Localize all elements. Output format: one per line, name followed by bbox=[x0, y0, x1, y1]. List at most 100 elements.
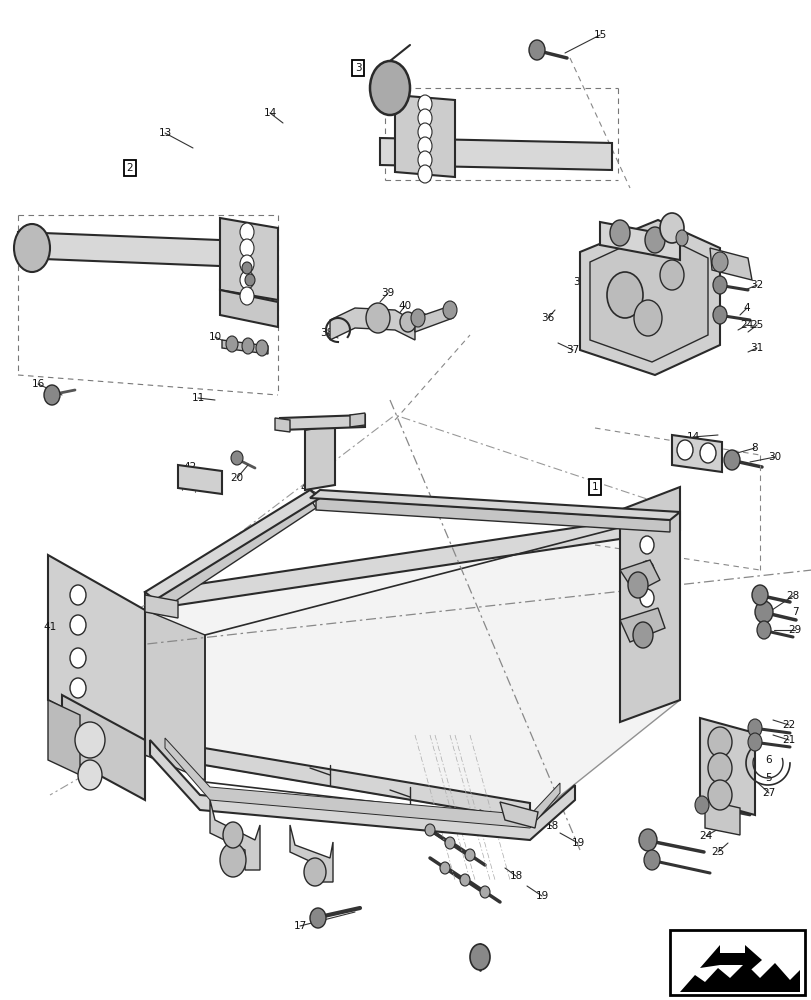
Bar bbox=[669, 930, 804, 995]
Ellipse shape bbox=[242, 338, 254, 354]
Text: 25: 25 bbox=[710, 847, 723, 857]
Ellipse shape bbox=[424, 824, 435, 836]
Polygon shape bbox=[350, 413, 365, 427]
Text: 7: 7 bbox=[791, 607, 797, 617]
Ellipse shape bbox=[240, 223, 254, 241]
Text: 34: 34 bbox=[607, 225, 621, 235]
Ellipse shape bbox=[70, 648, 86, 668]
Ellipse shape bbox=[747, 719, 761, 737]
Text: 19: 19 bbox=[534, 891, 548, 901]
Polygon shape bbox=[290, 825, 333, 882]
Ellipse shape bbox=[723, 450, 739, 470]
Ellipse shape bbox=[418, 165, 431, 183]
Text: 32: 32 bbox=[749, 280, 762, 290]
Ellipse shape bbox=[754, 601, 772, 623]
Ellipse shape bbox=[255, 340, 268, 356]
Text: 29: 29 bbox=[787, 625, 800, 635]
Text: 44: 44 bbox=[473, 961, 486, 971]
Ellipse shape bbox=[633, 300, 661, 336]
Polygon shape bbox=[220, 290, 277, 327]
Text: 9: 9 bbox=[41, 235, 48, 245]
Ellipse shape bbox=[418, 123, 431, 141]
Text: 15: 15 bbox=[593, 30, 606, 40]
Ellipse shape bbox=[528, 40, 544, 60]
Polygon shape bbox=[699, 718, 754, 815]
Ellipse shape bbox=[440, 862, 449, 874]
Text: 16: 16 bbox=[32, 379, 45, 389]
Ellipse shape bbox=[756, 621, 770, 639]
Polygon shape bbox=[620, 560, 659, 593]
Text: 39: 39 bbox=[381, 288, 394, 298]
Ellipse shape bbox=[633, 622, 652, 648]
Polygon shape bbox=[599, 222, 679, 260]
Polygon shape bbox=[62, 695, 145, 800]
Text: 46: 46 bbox=[684, 237, 697, 247]
Polygon shape bbox=[275, 418, 290, 432]
Polygon shape bbox=[165, 738, 560, 828]
Ellipse shape bbox=[240, 255, 254, 273]
Polygon shape bbox=[221, 340, 268, 354]
Ellipse shape bbox=[418, 151, 431, 169]
Ellipse shape bbox=[707, 753, 731, 783]
Polygon shape bbox=[672, 435, 721, 472]
Text: 27: 27 bbox=[762, 788, 775, 798]
Polygon shape bbox=[500, 802, 538, 828]
Ellipse shape bbox=[694, 796, 708, 814]
Polygon shape bbox=[709, 248, 751, 280]
Text: 41: 41 bbox=[43, 622, 57, 632]
Ellipse shape bbox=[418, 137, 431, 155]
Ellipse shape bbox=[75, 722, 105, 758]
Text: 18: 18 bbox=[545, 821, 558, 831]
Polygon shape bbox=[620, 487, 679, 722]
Text: 38: 38 bbox=[320, 328, 333, 338]
Text: 24: 24 bbox=[740, 320, 753, 330]
Ellipse shape bbox=[638, 829, 656, 851]
Ellipse shape bbox=[70, 615, 86, 635]
Polygon shape bbox=[394, 95, 454, 177]
Text: 21: 21 bbox=[782, 735, 795, 745]
Text: 4: 4 bbox=[743, 303, 749, 313]
Text: 37: 37 bbox=[566, 345, 579, 355]
Polygon shape bbox=[48, 700, 80, 775]
Ellipse shape bbox=[460, 874, 470, 886]
Text: 14: 14 bbox=[263, 108, 277, 118]
Polygon shape bbox=[210, 800, 260, 870]
Polygon shape bbox=[145, 738, 530, 820]
Ellipse shape bbox=[627, 572, 647, 598]
Ellipse shape bbox=[712, 306, 726, 324]
Text: 20: 20 bbox=[230, 473, 243, 483]
Ellipse shape bbox=[470, 944, 489, 970]
Text: 24: 24 bbox=[698, 831, 712, 841]
Ellipse shape bbox=[303, 858, 325, 886]
Ellipse shape bbox=[609, 220, 629, 246]
Text: 35: 35 bbox=[573, 277, 586, 287]
Text: 14: 14 bbox=[685, 432, 699, 442]
Polygon shape bbox=[155, 498, 315, 610]
Polygon shape bbox=[280, 415, 365, 430]
Polygon shape bbox=[620, 608, 664, 642]
Text: 31: 31 bbox=[749, 343, 762, 353]
Ellipse shape bbox=[659, 213, 683, 243]
Ellipse shape bbox=[44, 385, 60, 405]
Ellipse shape bbox=[699, 443, 715, 463]
Polygon shape bbox=[310, 490, 679, 520]
Text: 40: 40 bbox=[398, 301, 411, 311]
Text: 11: 11 bbox=[191, 393, 204, 403]
Polygon shape bbox=[145, 512, 679, 610]
Text: 8: 8 bbox=[751, 443, 757, 453]
Polygon shape bbox=[380, 138, 611, 170]
Ellipse shape bbox=[643, 850, 659, 870]
Ellipse shape bbox=[310, 908, 325, 928]
Text: 10: 10 bbox=[208, 332, 221, 342]
Ellipse shape bbox=[70, 585, 86, 605]
Ellipse shape bbox=[418, 109, 431, 127]
Polygon shape bbox=[305, 425, 335, 490]
Ellipse shape bbox=[712, 276, 726, 294]
Polygon shape bbox=[145, 595, 178, 618]
Ellipse shape bbox=[240, 239, 254, 257]
Polygon shape bbox=[329, 308, 414, 340]
Ellipse shape bbox=[659, 260, 683, 290]
Ellipse shape bbox=[230, 451, 242, 465]
Ellipse shape bbox=[444, 837, 454, 849]
Text: 42: 42 bbox=[183, 462, 196, 472]
